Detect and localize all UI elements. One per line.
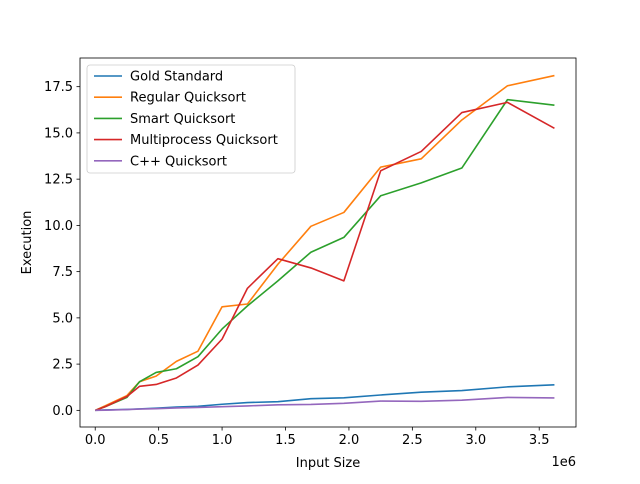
legend-label-cpp-quicksort: C++ Quicksort bbox=[130, 154, 227, 169]
x-tick-label: 3.0 bbox=[465, 433, 486, 448]
y-tick-label: 7.5 bbox=[52, 265, 73, 280]
y-tick-label: 2.5 bbox=[52, 358, 73, 373]
legend-label-multiprocess-quicksort: Multiprocess Quicksort bbox=[130, 133, 278, 148]
x-tick-label: 3.5 bbox=[529, 433, 550, 448]
y-tick-label: 12.5 bbox=[44, 173, 73, 188]
x-tick-label: 1.5 bbox=[275, 433, 296, 448]
x-axis-label: Input Size bbox=[296, 456, 360, 471]
y-axis-label: Execution bbox=[20, 211, 35, 275]
legend-box bbox=[86, 64, 296, 174]
y-tick-label: 15.0 bbox=[44, 126, 73, 141]
plot-frame bbox=[79, 57, 577, 428]
x-tick-label: 2.0 bbox=[339, 433, 360, 448]
x-axis-offset-text: 1e6 bbox=[551, 455, 576, 470]
x-tick-label: 0.5 bbox=[148, 433, 169, 448]
x-axis-ticks: 0.0 0.5 1.0 1.5 2.0 2.5 3.0 3.5 bbox=[85, 427, 550, 448]
y-tick-label: 0.0 bbox=[52, 404, 73, 419]
y-axis-ticks: 0.0 2.5 5.0 7.5 10.0 12.5 15.0 17.5 bbox=[44, 80, 80, 419]
y-tick-label: 5.0 bbox=[52, 311, 73, 326]
y-tick-label: 17.5 bbox=[44, 80, 73, 95]
legend-label-regular-quicksort: Regular Quicksort bbox=[130, 91, 246, 106]
legend: Gold Standard Regular Quicksort Smart Quic… bbox=[86, 64, 296, 174]
y-tick-label: 10.0 bbox=[44, 219, 73, 234]
x-tick-label: 1.0 bbox=[212, 433, 233, 448]
series-line-cpp-quicksort bbox=[95, 396, 555, 412]
series-line-multiprocess-quicksort bbox=[94, 101, 555, 412]
series-layer bbox=[94, 74, 555, 412]
legend-label-smart-quicksort: Smart Quicksort bbox=[130, 112, 235, 127]
x-tick-label: 2.5 bbox=[402, 433, 423, 448]
legend-label-gold-standard: Gold Standard bbox=[130, 70, 223, 85]
x-tick-label: 0.0 bbox=[85, 433, 106, 448]
series-line-smart-quicksort bbox=[94, 98, 555, 412]
